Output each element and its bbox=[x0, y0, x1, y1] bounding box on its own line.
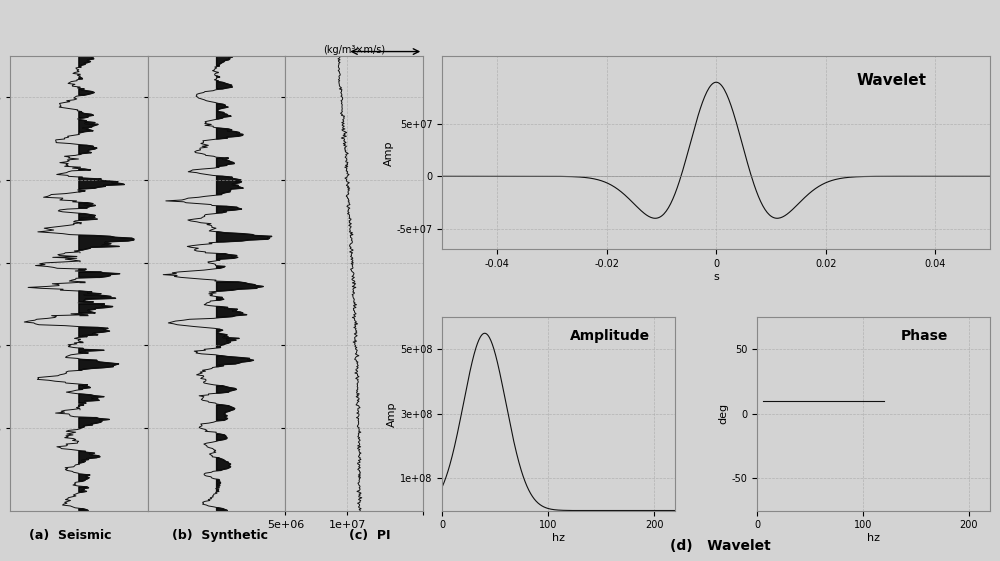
Title: (kg/m³×m/s): (kg/m³×m/s) bbox=[323, 45, 385, 56]
Text: (c)  PI: (c) PI bbox=[349, 528, 391, 541]
Text: (d)   Wavelet: (d) Wavelet bbox=[670, 539, 770, 553]
Text: (a)  Seismic: (a) Seismic bbox=[29, 528, 111, 541]
X-axis label: hz: hz bbox=[552, 533, 565, 543]
Text: (b)  Synthetic: (b) Synthetic bbox=[172, 528, 268, 541]
Y-axis label: deg: deg bbox=[719, 403, 729, 424]
Y-axis label: Amp: Amp bbox=[384, 140, 394, 165]
X-axis label: hz: hz bbox=[867, 533, 880, 543]
Y-axis label: Amp: Amp bbox=[387, 401, 397, 426]
X-axis label: s: s bbox=[713, 272, 719, 282]
Text: Amplitude: Amplitude bbox=[570, 329, 650, 343]
Text: Wavelet: Wavelet bbox=[856, 73, 926, 88]
Text: Phase: Phase bbox=[901, 329, 948, 343]
